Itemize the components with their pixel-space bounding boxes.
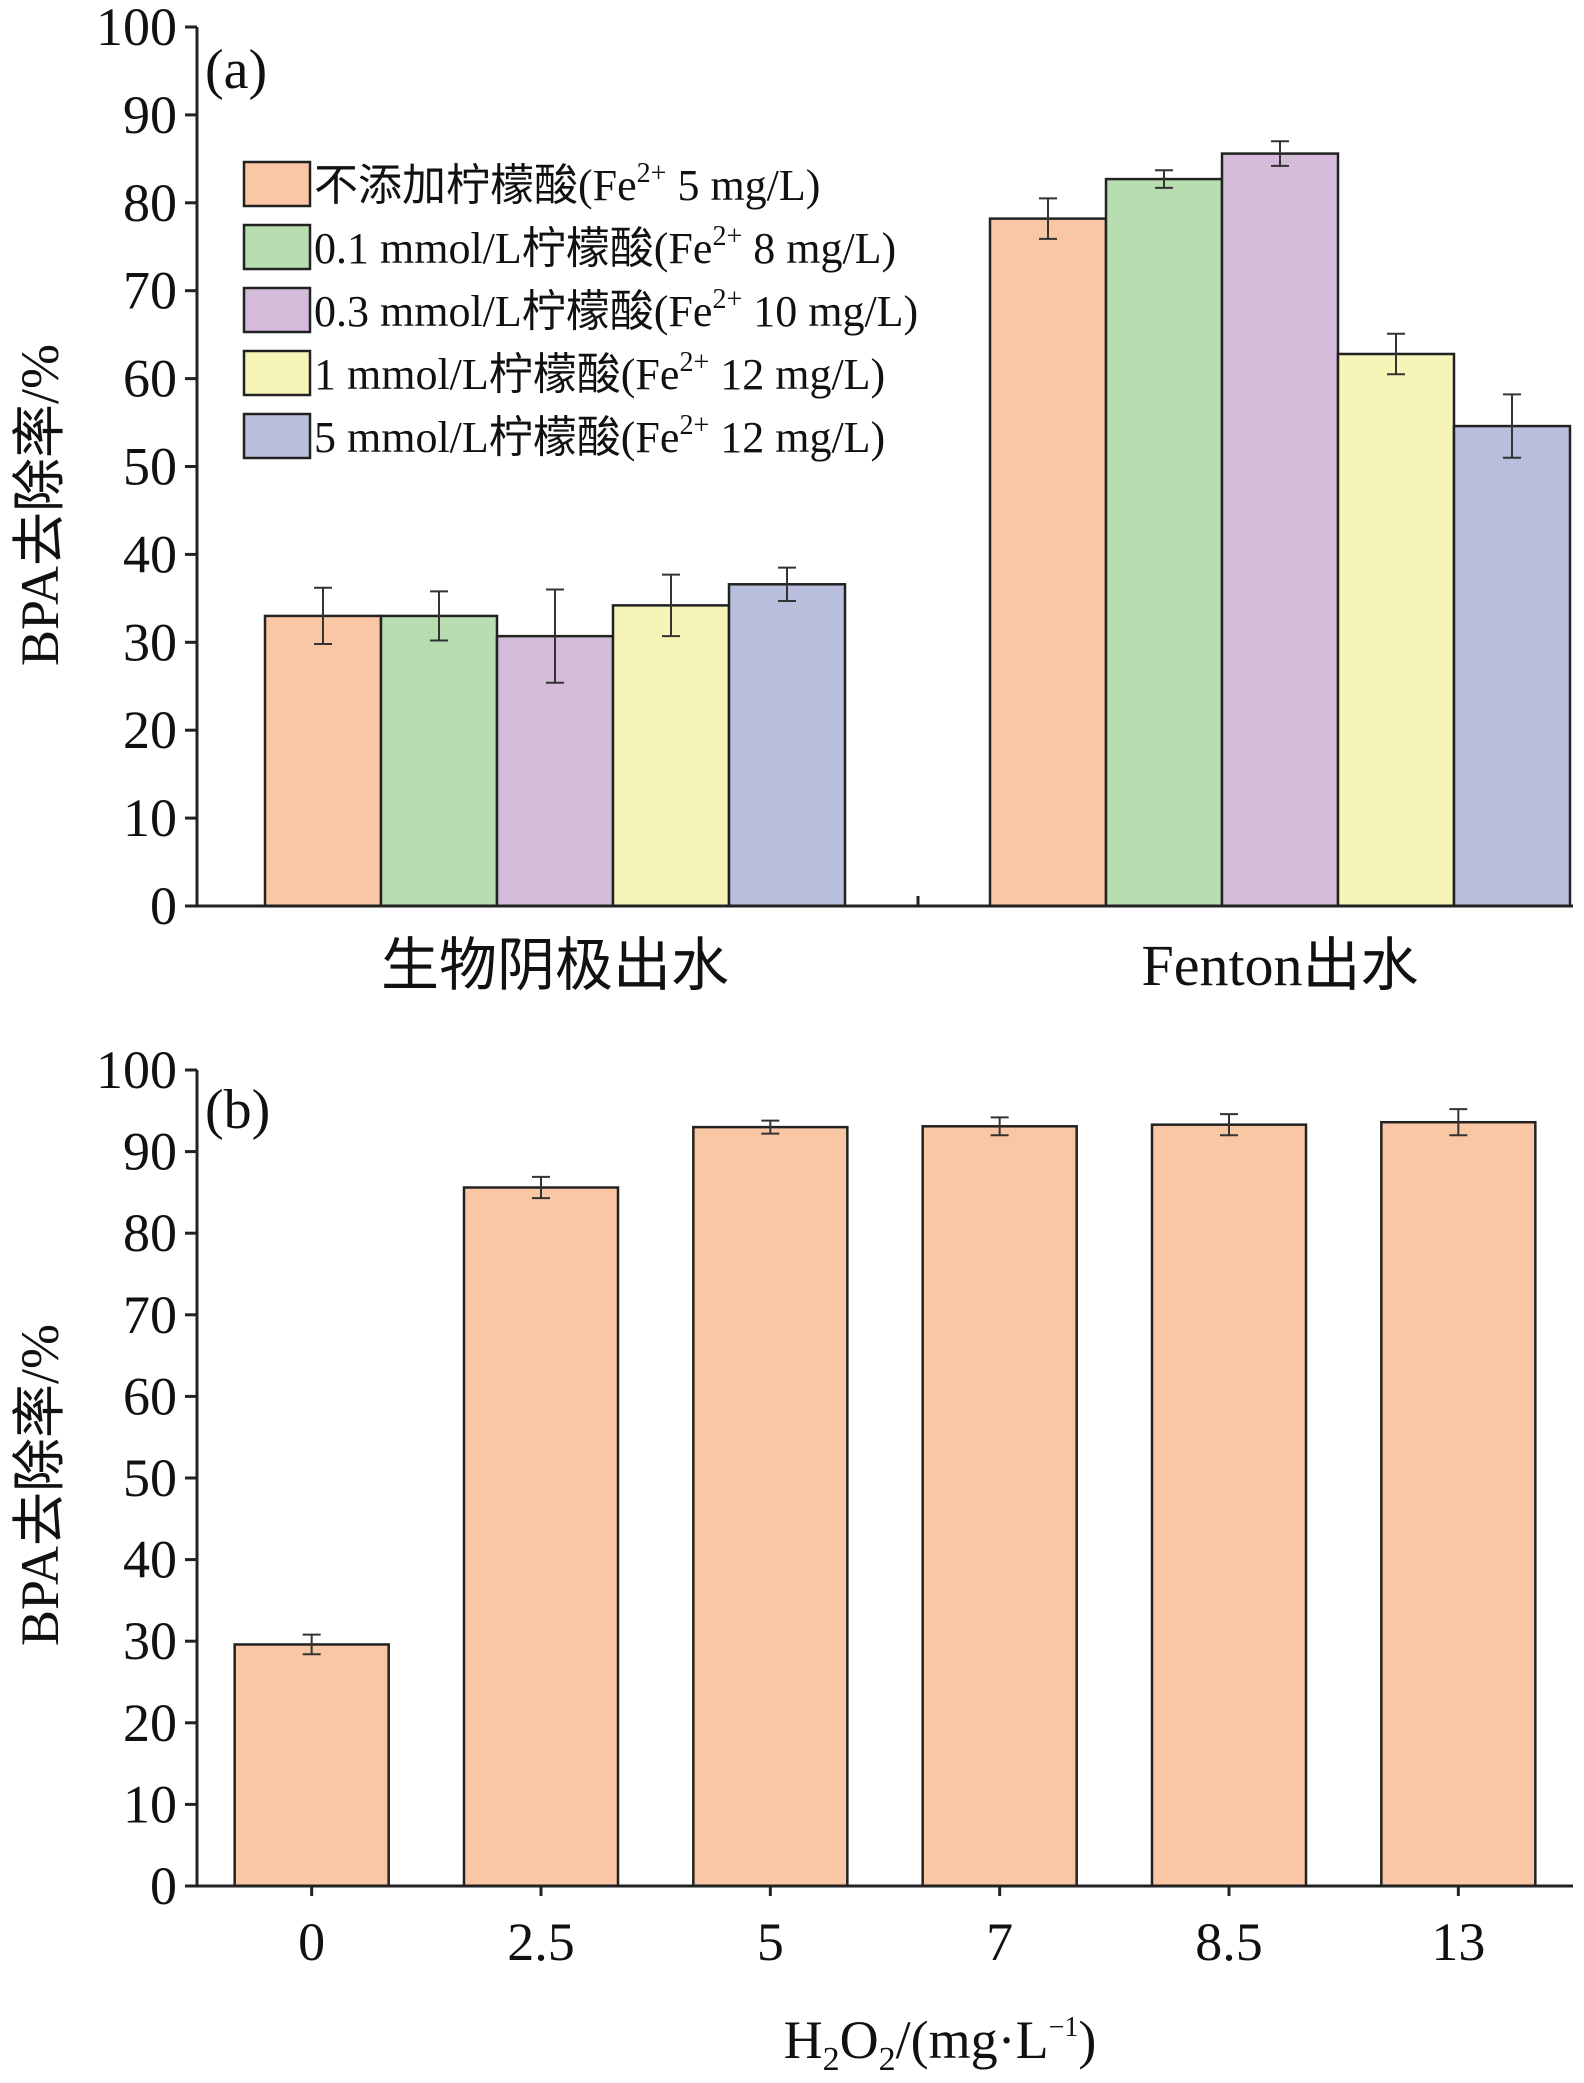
panel-b-bar (1152, 1125, 1306, 1886)
panel-a-y-ticks: 0 10 20 30 40 50 60 70 80 90 100 (96, 0, 197, 936)
panel-b-label: (b) (205, 1079, 270, 1141)
panel-b-category-labels: 0 2.5 5 7 8.5 13 (298, 1886, 1485, 1972)
legend-label: 0.1 mmol/L柠檬酸(Fe2+ 8 mg/L) (314, 221, 896, 273)
panel-b-x-tick-label: 2.5 (507, 1912, 575, 1972)
panel-b-y-tick-label: 30 (123, 1611, 177, 1671)
panel-b-bar (464, 1188, 618, 1886)
panel-b-x-tick-label: 5 (757, 1912, 784, 1972)
legend-swatch (244, 351, 310, 395)
panel-a-y-tick-label: 0 (150, 876, 177, 936)
panel-a-y-tick-label: 20 (123, 700, 177, 760)
panel-b-x-tick-label: 8.5 (1195, 1912, 1263, 1972)
panel-a: (a) BPA去除率/% 0 10 20 30 40 50 60 70 80 90 100 生物阴极… (10, 0, 1573, 998)
panel-a-bar (729, 584, 845, 906)
legend-swatch (244, 288, 310, 332)
panel-b-y-tick-label: 70 (123, 1285, 177, 1345)
panel-b-x-tick-label: 0 (298, 1912, 325, 1972)
legend-swatch (244, 414, 310, 458)
panel-a-y-tick-label: 60 (123, 349, 177, 409)
panel-b-bar (693, 1127, 847, 1886)
panel-b-y-tick-label: 0 (150, 1856, 177, 1916)
panel-b-bars (235, 1122, 1536, 1886)
legend-label: 不添加柠檬酸(Fe2+ 5 mg/L) (314, 158, 820, 210)
panel-b-y-tick-label: 10 (123, 1774, 177, 1834)
panel-a-y-tick-label: 10 (123, 788, 177, 848)
panel-b-y-tick-label: 60 (123, 1366, 177, 1426)
panel-a-y-tick-label: 90 (123, 85, 177, 145)
panel-b-y-tick-label: 90 (123, 1122, 177, 1182)
legend-label: 1 mmol/L柠檬酸(Fe2+ 12 mg/L) (314, 347, 885, 399)
panel-a-y-tick-label: 80 (123, 173, 177, 233)
panel-b-x-tick-label: 13 (1431, 1912, 1485, 1972)
panel-b-y-tick-label: 40 (123, 1530, 177, 1590)
panel-a-bar (1338, 354, 1454, 906)
panel-b-y-tick-label: 50 (123, 1448, 177, 1508)
panel-a-y-tick-label: 40 (123, 524, 177, 584)
panel-b-bar (923, 1126, 1077, 1886)
panel-a-bar (613, 605, 729, 906)
panel-b-bar (235, 1644, 389, 1886)
panel-a-bar (990, 219, 1106, 906)
panel-a-y-tick-label: 70 (123, 261, 177, 321)
panel-a-label: (a) (205, 39, 267, 101)
legend-item: 不添加柠檬酸(Fe2+ 5 mg/L) (244, 158, 820, 210)
legend-swatch (244, 162, 310, 206)
panel-b-axes (197, 1070, 1573, 1886)
panel-a-y-tick-label: 30 (123, 612, 177, 672)
panel-a-category-label: 生物阴极出水 (381, 933, 729, 998)
panel-a-legend: 不添加柠檬酸(Fe2+ 5 mg/L) 0.1 mmol/L柠檬酸(Fe2+ 8 … (244, 158, 918, 462)
legend-swatch (244, 225, 310, 269)
panel-b-x-tick-label: 7 (986, 1912, 1013, 1972)
panel-b-y-tick-label: 20 (123, 1693, 177, 1753)
legend-item: 0.1 mmol/L柠檬酸(Fe2+ 8 mg/L) (244, 221, 896, 273)
panel-a-y-tick-label: 50 (123, 437, 177, 497)
panel-b-y-tick-label: 80 (123, 1203, 177, 1263)
panel-a-bar (265, 616, 381, 906)
panel-a-bar (1454, 426, 1570, 906)
panel-a-bar (1106, 179, 1222, 906)
panel-a-category-label: Fenton出水 (1141, 933, 1418, 998)
panel-b-bar (1381, 1122, 1535, 1886)
legend-item: 5 mmol/L柠檬酸(Fe2+ 12 mg/L) (244, 410, 885, 462)
panel-b-y-ticks: 0 10 20 30 40 50 60 70 80 90 100 (96, 1040, 197, 1916)
legend-label: 5 mmol/L柠檬酸(Fe2+ 12 mg/L) (314, 410, 885, 462)
panel-b: (b) BPA去除率/% 0 10 20 30 40 50 60 70 80 90 100 0 2.5… (10, 1040, 1573, 2078)
legend-item: 1 mmol/L柠檬酸(Fe2+ 12 mg/L) (244, 347, 885, 399)
legend-label: 0.3 mmol/L柠檬酸(Fe2+ 10 mg/L) (314, 284, 918, 336)
panel-a-y-axis-label: BPA去除率/% (10, 344, 70, 666)
panel-a-bar (1222, 154, 1338, 906)
panel-a-y-tick-label: 100 (96, 0, 177, 57)
panel-b-x-axis-label: H2O2/(mg·L−1) (784, 2010, 1097, 2078)
panel-a-category-labels: 生物阴极出水 Fenton出水 (381, 896, 1419, 998)
panel-a-bar (381, 616, 497, 906)
panel-b-y-axis-label: BPA去除率/% (10, 1324, 70, 1646)
panel-b-y-tick-label: 100 (96, 1040, 177, 1100)
legend-item: 0.3 mmol/L柠檬酸(Fe2+ 10 mg/L) (244, 284, 918, 336)
